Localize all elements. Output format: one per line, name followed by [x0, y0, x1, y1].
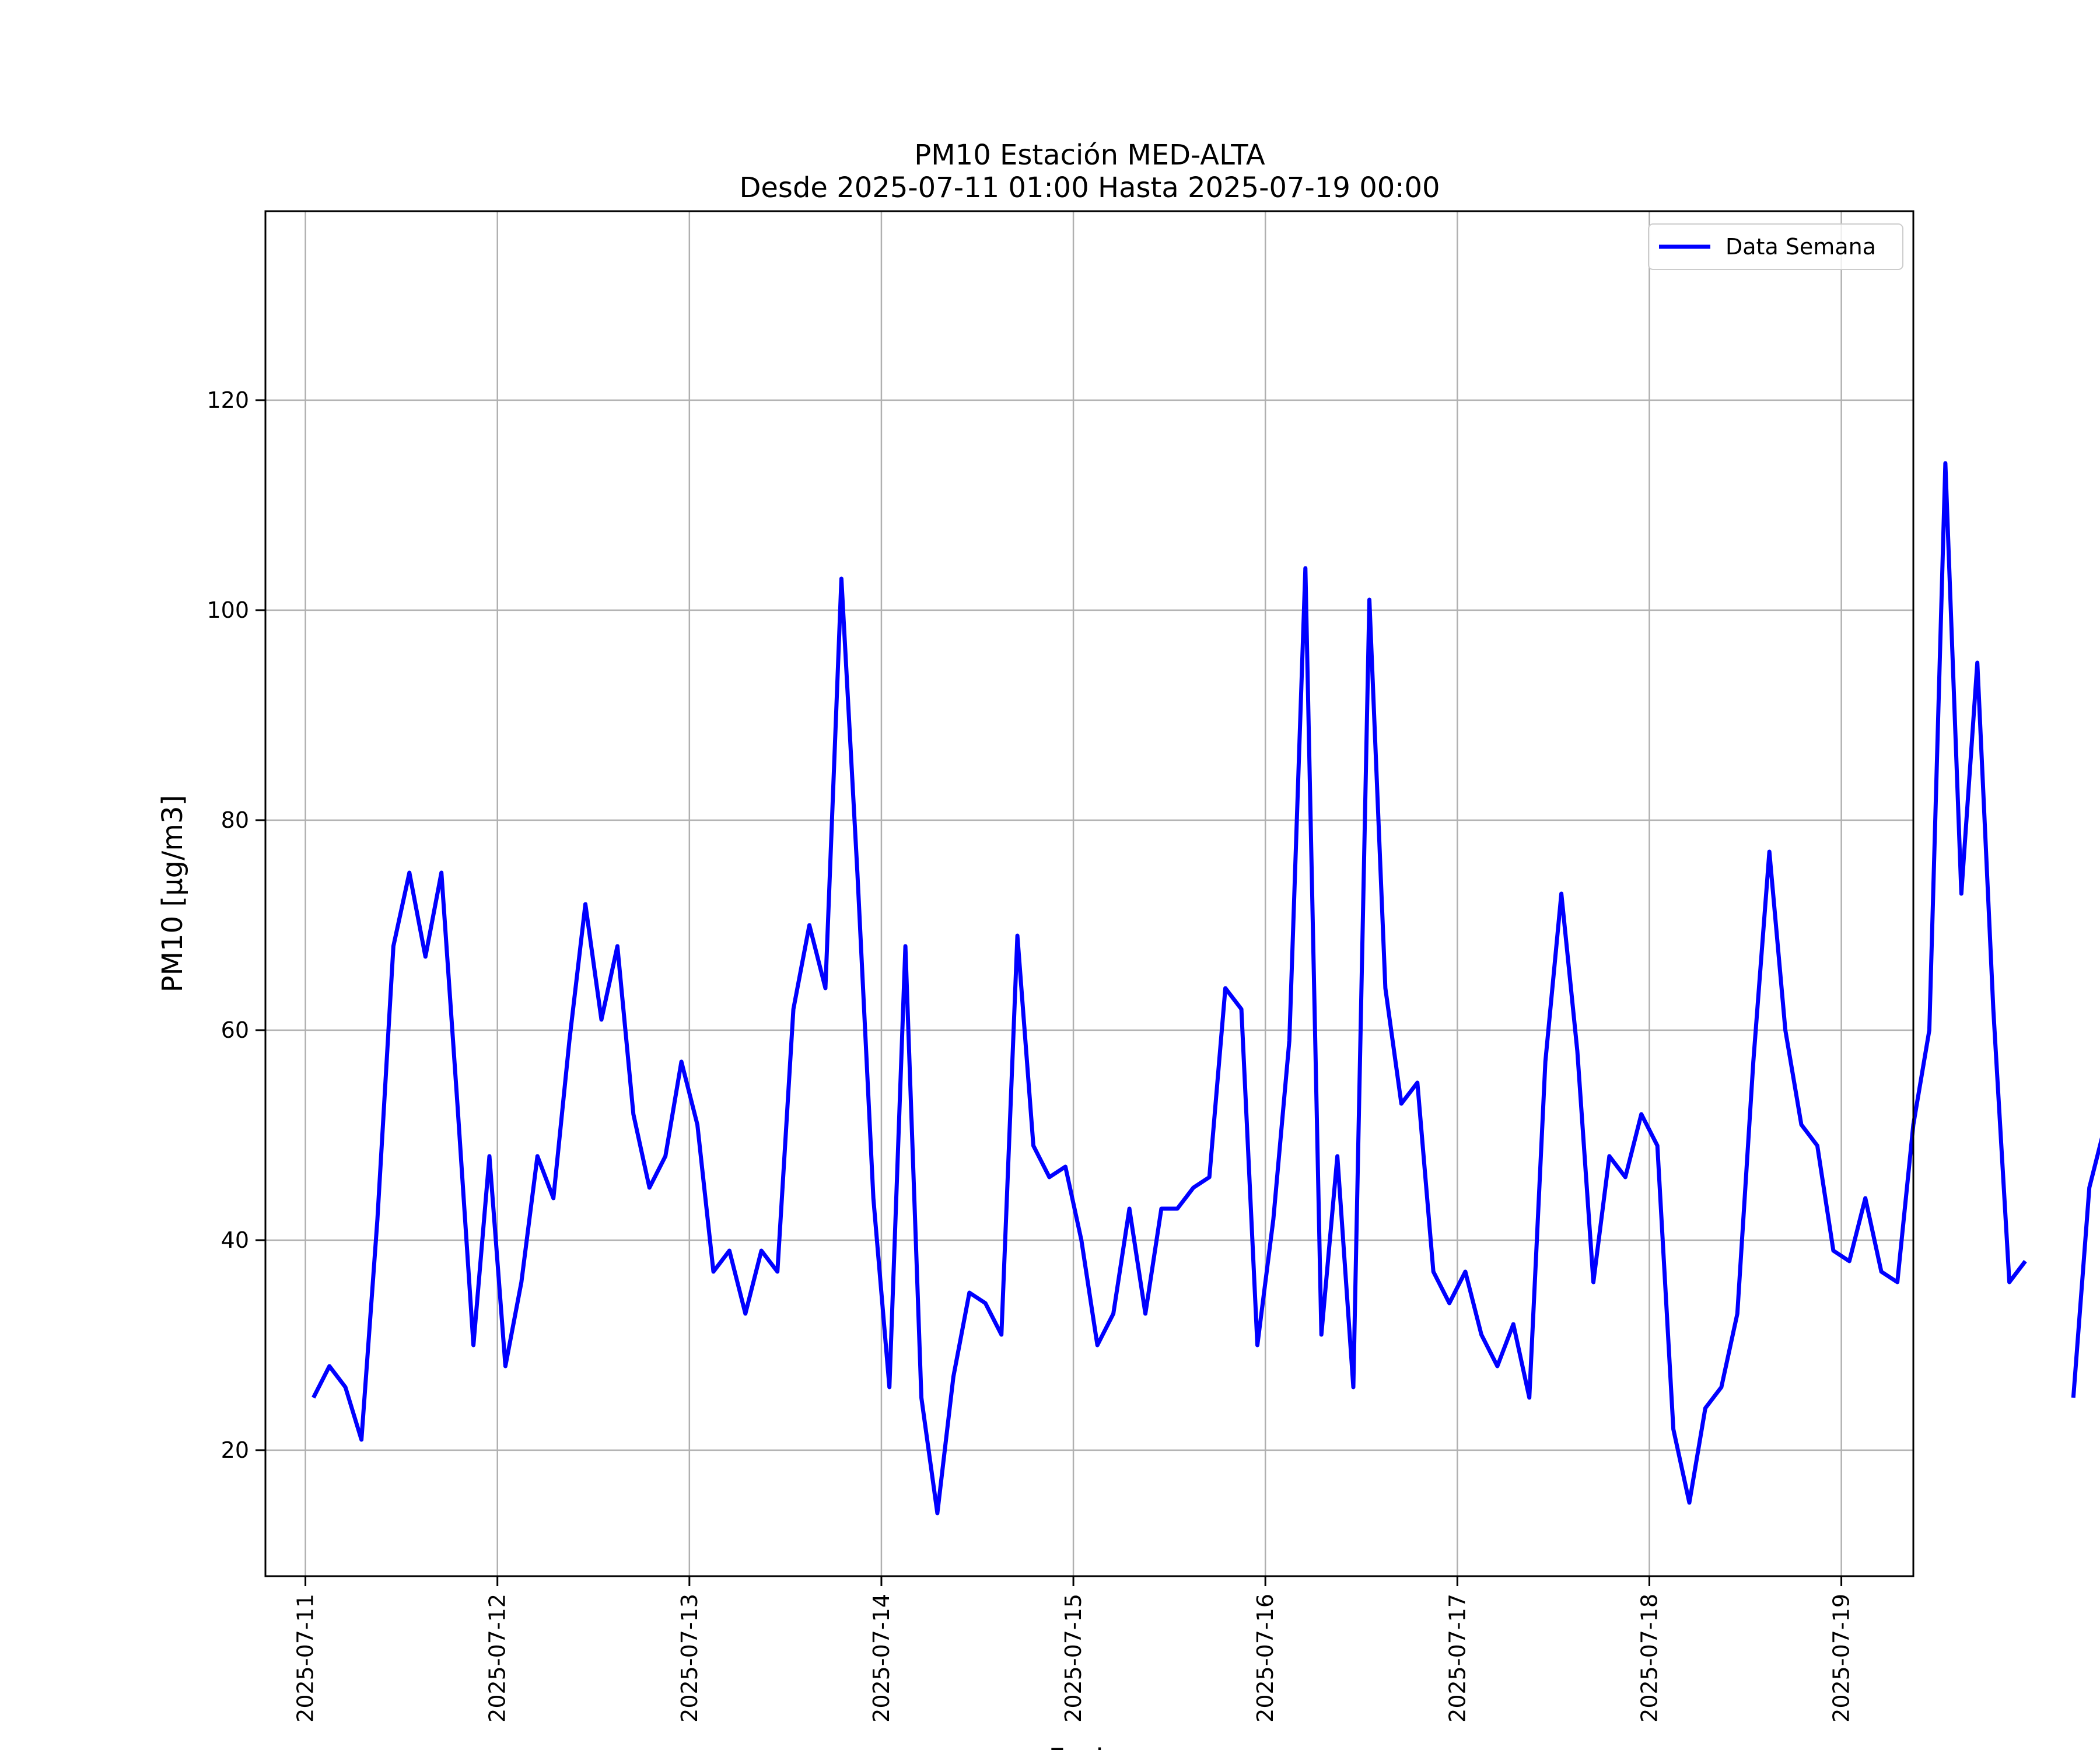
chart-title: PM10 Estación MED-ALTA — [914, 139, 1265, 172]
y-tick-label: 80 — [221, 807, 249, 833]
x-tick-label: 2025-07-18 — [1636, 1594, 1662, 1723]
x-tick-label: 2025-07-12 — [485, 1594, 510, 1723]
y-tick-label: 100 — [206, 597, 249, 623]
y-tick-label: 60 — [221, 1017, 249, 1043]
legend-entry-data-semana: Data Semana — [1726, 234, 1876, 260]
series-line-data-semana — [312, 461, 2027, 1516]
x-tick-label: 2025-07-13 — [677, 1594, 702, 1723]
x-tick-label: 2025-07-16 — [1252, 1594, 1278, 1723]
x-tick-label: 2025-07-11 — [293, 1594, 318, 1723]
x-tick-label: 2025-07-19 — [1829, 1594, 1854, 1723]
x-tick-label: 2025-07-17 — [1444, 1594, 1470, 1723]
plot-area-frame — [264, 210, 1915, 1577]
x-axis-ticks: 2025-07-11 2025-07-12 2025-07-13 2025-07-14… — [293, 1576, 1854, 1723]
x-tick-label: 2025-07-14 — [869, 1594, 894, 1723]
x-tick-label: 2025-07-15 — [1060, 1594, 1086, 1723]
grid-lines — [265, 211, 1913, 1576]
chart-subtitle: Desde 2025-07-11 01:00 Hasta 2025-07-19 … — [739, 172, 1440, 204]
y-axis-label: PM10 [μg/m3] — [156, 795, 189, 993]
data-series-group — [312, 461, 2100, 1516]
x-axis-label: Fecha — [1049, 1743, 1131, 1750]
y-tick-label: 20 — [221, 1437, 249, 1463]
y-tick-label: 120 — [206, 387, 249, 413]
y-tick-label: 40 — [221, 1227, 249, 1253]
y-axis-ticks: 20 40 60 80 100 120 — [206, 387, 265, 1463]
legend: Data Semana — [1648, 223, 1903, 270]
legend-box — [1648, 223, 1903, 270]
